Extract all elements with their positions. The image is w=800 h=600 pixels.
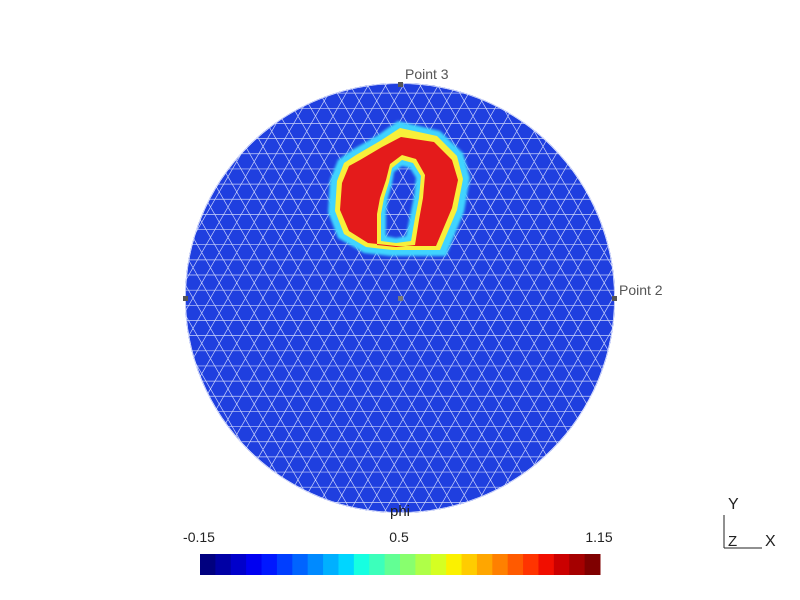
colorbar-max-label: 1.15 [585,529,612,545]
colorbar-swatch [569,554,586,575]
colorbar-swatch [292,554,309,575]
colorbar-swatch [338,554,355,575]
phi-region [328,121,470,256]
colorbar-swatch [246,554,263,575]
colorbar-swatch [400,554,416,575]
left-marker[interactable] [183,296,188,301]
colorbar-swatch [353,554,370,575]
orientation-axes[interactable]: Y Z X [723,496,776,550]
colorbar-swatch [323,554,339,575]
colorbar-swatch [230,554,247,575]
colorbar-swatch [415,554,432,575]
color-legend[interactable]: -0.15 0.5 1.15 [183,529,613,575]
point-2-marker[interactable] [612,296,617,301]
colorbar-swatch [538,554,555,575]
colorbar-mid-label: 0.5 [389,529,409,545]
colorbar-min-label: -0.15 [183,529,215,545]
colorbar-swatch [215,554,232,575]
colorbar-swatch [553,554,570,575]
colorbar-swatch [461,554,478,575]
center-marker[interactable] [398,296,403,301]
colorbar-swatch [307,554,324,575]
point-2-label: Point 2 [619,282,663,298]
colorbar-swatch [430,554,447,575]
colorbar-swatch [276,554,293,575]
axis-z-label: Z [728,533,737,550]
scalar-name-label: phi [390,503,410,520]
axis-y-label: Y [728,496,739,513]
colorbar-swatch [492,554,509,575]
axis-x-label: X [765,533,776,550]
colorbar-swatch [200,554,216,575]
point-3-label: Point 3 [405,66,449,82]
mesh-domain[interactable]: Point 3 Point 2 [0,66,800,518]
colorbar-swatch [507,554,524,575]
colorbar [200,554,601,575]
colorbar-swatch [523,554,539,575]
colorbar-swatch [476,554,493,575]
colorbar-swatch [446,554,463,575]
colorbar-swatch [384,554,401,575]
point-3-marker[interactable] [398,82,403,87]
colorbar-swatch [584,554,601,575]
phi-region-core [340,137,458,247]
colorbar-swatch [261,554,278,575]
colorbar-swatch [369,554,386,575]
